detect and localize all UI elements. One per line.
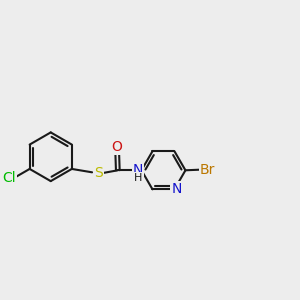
Text: N: N (171, 182, 182, 196)
Text: Br: Br (200, 163, 215, 177)
Text: Cl: Cl (2, 171, 16, 185)
Text: S: S (94, 166, 103, 180)
Text: N: N (133, 163, 143, 177)
Text: O: O (112, 140, 123, 154)
Text: H: H (134, 173, 142, 183)
